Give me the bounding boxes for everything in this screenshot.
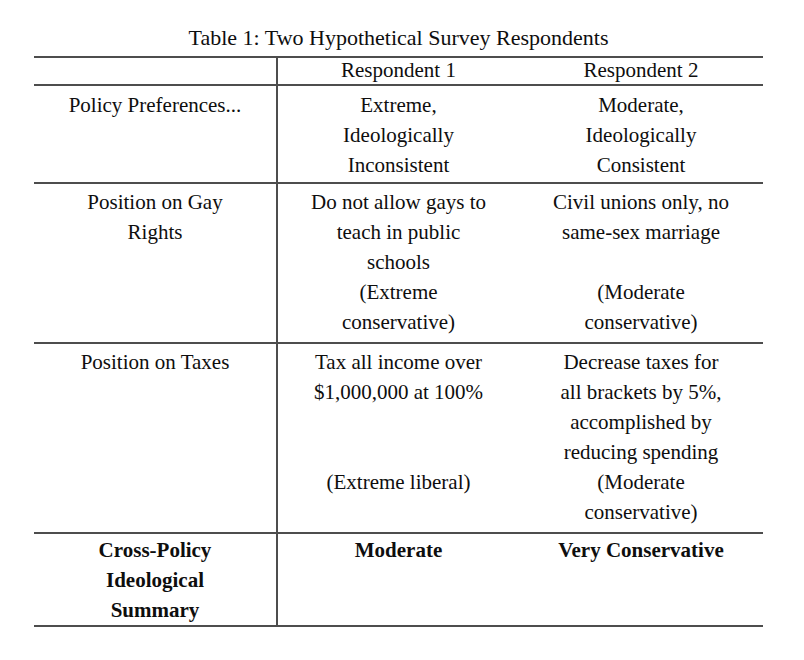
table-row-ideological-summary: Cross-PolicyIdeologicalSummary Moderate … (34, 534, 763, 625)
row-label-cell: Cross-PolicyIdeologicalSummary (34, 534, 278, 625)
respondent2-cell: Very Conservative (519, 534, 763, 625)
respondent2-cell: Moderate,IdeologicallyConsistent (519, 86, 763, 182)
respondent1-cell: Do not allow gays toteach in publicschoo… (278, 184, 519, 342)
row-label-cell: Position on Taxes (34, 344, 278, 532)
respondent1-cell: Extreme,IdeologicallyInconsistent (278, 86, 519, 182)
table-header-row: Respondent 1 Respondent 2 (34, 58, 763, 86)
respondent2-cell: Civil unions only, nosame-sex marriage (… (519, 184, 763, 342)
table-row-policy-preferences: Policy Preferences... Extreme,Ideologica… (34, 86, 763, 184)
survey-respondents-table: Respondent 1 Respondent 2 Policy Prefere… (34, 56, 763, 627)
table-row-gay-rights: Position on GayRights Do not allow gays … (34, 184, 763, 344)
row-label-cell: Policy Preferences... (34, 86, 278, 182)
respondent1-cell: Tax all income over$1,000,000 at 100% (E… (278, 344, 519, 532)
table-title: Table 1: Two Hypothetical Survey Respond… (34, 25, 763, 51)
document-page: Table 1: Two Hypothetical Survey Respond… (0, 0, 804, 660)
respondent2-cell: Decrease taxes forall brackets by 5%,acc… (519, 344, 763, 532)
table-row-taxes: Position on Taxes Tax all income over$1,… (34, 344, 763, 534)
header-respondent2-cell: Respondent 2 (519, 58, 763, 84)
respondent1-cell: Moderate (278, 534, 519, 625)
header-label-cell (34, 58, 278, 84)
row-label-cell: Position on GayRights (34, 184, 278, 342)
header-respondent1-cell: Respondent 1 (278, 58, 519, 84)
